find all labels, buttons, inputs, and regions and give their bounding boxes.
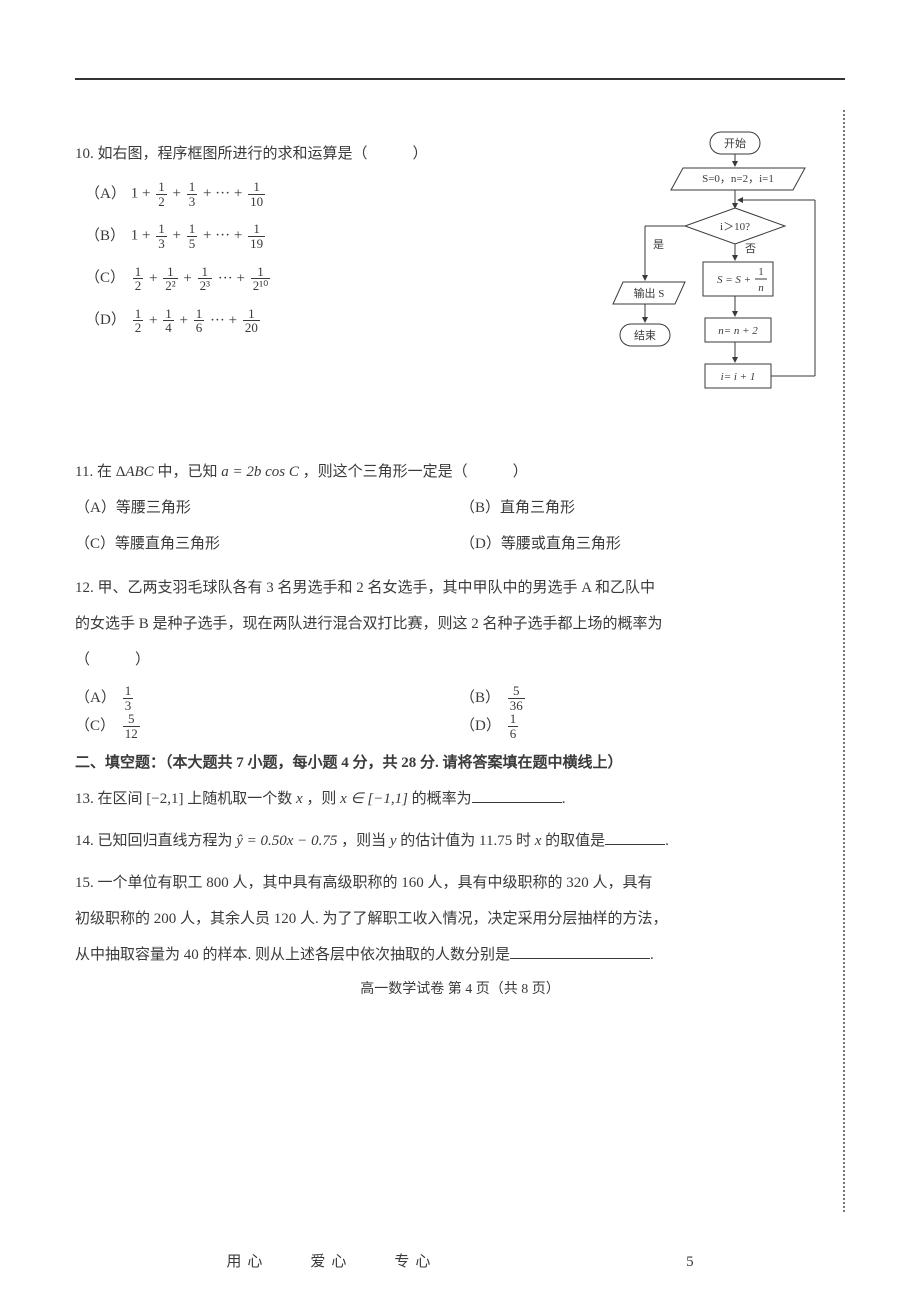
q10-opt-D: （D） 12 + 14 + 16 ··· + 120 [85, 307, 605, 335]
blank-14 [605, 829, 665, 845]
q12-paren: （ ） [75, 648, 845, 672]
q10-stem: 10. 如右图，程序框图所进行的求和运算是（ ） [75, 142, 605, 166]
plus: + [183, 270, 195, 286]
blank-13 [472, 787, 562, 803]
fraction: 12 [156, 180, 167, 208]
fraction: 512 [123, 712, 140, 740]
q15-line3: 从中抽取容量为 40 的样本. 则从上述各层中依次抽取的人数分别是. [75, 943, 845, 967]
flow-yes-label: 是 [653, 238, 664, 251]
flow-no-label: 否 [745, 243, 756, 255]
q12-opt-A: （A） 13 [75, 684, 460, 712]
q12-row1: （A） 13 （B） 536 [75, 684, 845, 712]
top-rule [75, 78, 845, 80]
blank-15 [510, 943, 650, 959]
question-14: 14. 已知回归直线方程为 ŷ = 0.50x − 0.75 ，则当 y 的估计… [75, 829, 845, 853]
opt-label: （A） [85, 182, 127, 206]
q12-row2: （C） 512 （D） 16 [75, 712, 845, 740]
ellipsis: ··· + [218, 270, 249, 286]
flow-assign-i: i= i + 1 [721, 371, 756, 383]
exam-page: 10. 如右图，程序框图所进行的求和运算是（ ） （A） 1 + 12 + 13… [0, 0, 920, 1302]
q15-line2: 初级职称的 200 人，其余人员 120 人. 为了了解职工收入情况，决定采用分… [75, 907, 845, 931]
q11-row1: （A）等腰三角形 （B）直角三角形 [75, 496, 845, 520]
footer-text: 用心 爱心 专心 [226, 1254, 436, 1270]
flowchart-svg: 开始 S=0，n=2，i=1 i＞10? 是 输出 S [605, 130, 835, 440]
question-10: 10. 如右图，程序框图所进行的求和运算是（ ） （A） 1 + 12 + 13… [75, 130, 845, 448]
page-footer: 用心 爱心 专心 5 [0, 1250, 920, 1274]
question-11-stem: 11. 在 ΔABC 中，已知 a = 2b cos C ，则这个三角形一定是（… [75, 460, 845, 484]
fraction: 12 [133, 307, 144, 335]
q12-opt-D: （D） 16 [460, 712, 845, 740]
opt-label: （B） [85, 224, 127, 248]
fraction: 13 [187, 180, 198, 208]
fraction: 536 [508, 684, 525, 712]
ellipsis: + ··· + [203, 186, 246, 202]
content-body: 10. 如右图，程序框图所进行的求和运算是（ ） （A） 1 + 12 + 13… [75, 90, 845, 1001]
opt-label: （C） [85, 266, 127, 290]
question-13: 13. 在区间 [−2,1] 上随机取一个数 x ，则 x ∈ [−1,1] 的… [75, 787, 845, 811]
q11-opt-D: （D）等腰或直角三角形 [460, 532, 845, 556]
q10-opt-A: （A） 1 + 12 + 13 + ··· + 110 [85, 180, 605, 208]
svg-text:n: n [758, 282, 764, 294]
footer-page-num: 5 [686, 1254, 694, 1270]
plus: + [172, 186, 184, 202]
fraction: 119 [248, 222, 265, 250]
plus: + [149, 312, 161, 328]
fraction: 12¹⁰ [251, 265, 271, 293]
svg-text:S = S +: S = S + [717, 274, 751, 286]
fraction: 16 [194, 307, 205, 335]
fraction: 13 [123, 684, 134, 712]
q11-row2: （C）等腰直角三角形 （D）等腰或直角三角形 [75, 532, 845, 556]
flow-init: S=0，n=2，i=1 [702, 173, 774, 185]
plus: + [149, 270, 161, 286]
fraction: 13 [156, 222, 167, 250]
fraction: 15 [187, 222, 198, 250]
ellipsis: + ··· + [203, 228, 246, 244]
svg-text:1: 1 [758, 266, 764, 278]
q11-opt-B: （B）直角三角形 [460, 496, 845, 520]
q12-line2: 的女选手 B 是种子选手，现在两队进行混合双打比赛，则这 2 名种子选手都上场的… [75, 612, 845, 636]
flow-start: 开始 [724, 136, 746, 150]
q15-line1: 15. 一个单位有职工 800 人，其中具有高级职称的 160 人，具有中级职称… [75, 871, 845, 895]
q11-opt-A: （A）等腰三角形 [75, 496, 460, 520]
fraction: 12 [133, 265, 144, 293]
q11-opt-C: （C）等腰直角三角形 [75, 532, 460, 556]
fraction: 12³ [198, 265, 212, 293]
inline-footer: 高一数学试卷 第 4 页（共 8 页） [75, 979, 845, 1001]
fraction: 110 [248, 180, 265, 208]
q10-opt-B: （B） 1 + 13 + 15 + ··· + 119 [85, 222, 605, 250]
q12-opt-B: （B） 536 [460, 684, 845, 712]
q12-opt-C: （C） 512 [75, 712, 460, 740]
flow-out: 输出 S [634, 286, 665, 300]
opt-label: （D） [85, 308, 127, 332]
fraction: 12² [163, 265, 177, 293]
flow-end: 结束 [634, 329, 656, 342]
opt-prefix: 1 + [131, 228, 154, 244]
plus: + [172, 228, 184, 244]
plus: + [179, 312, 191, 328]
flow-assign-n: n= n + 2 [718, 325, 758, 337]
ellipsis: ··· + [210, 312, 241, 328]
q10-text: 10. 如右图，程序框图所进行的求和运算是（ ） （A） 1 + 12 + 13… [75, 130, 605, 349]
section-2-head: 二、填空题：（本大题共 7 小题，每小题 4 分，共 28 分. 请将答案填在题… [75, 751, 845, 775]
q12-line1: 12. 甲、乙两支羽毛球队各有 3 名男选手和 2 名女选手，其中甲队中的男选手… [75, 576, 845, 600]
opt-prefix: 1 + [131, 186, 154, 202]
fraction: 16 [508, 712, 519, 740]
fraction: 120 [243, 307, 260, 335]
flow-cond: i＞10? [720, 221, 750, 233]
fraction: 14 [163, 307, 174, 335]
flowchart-container: 开始 S=0，n=2，i=1 i＞10? 是 输出 S [605, 130, 845, 448]
q10-opt-C: （C） 12 + 12² + 12³ ··· + 12¹⁰ [85, 265, 605, 293]
